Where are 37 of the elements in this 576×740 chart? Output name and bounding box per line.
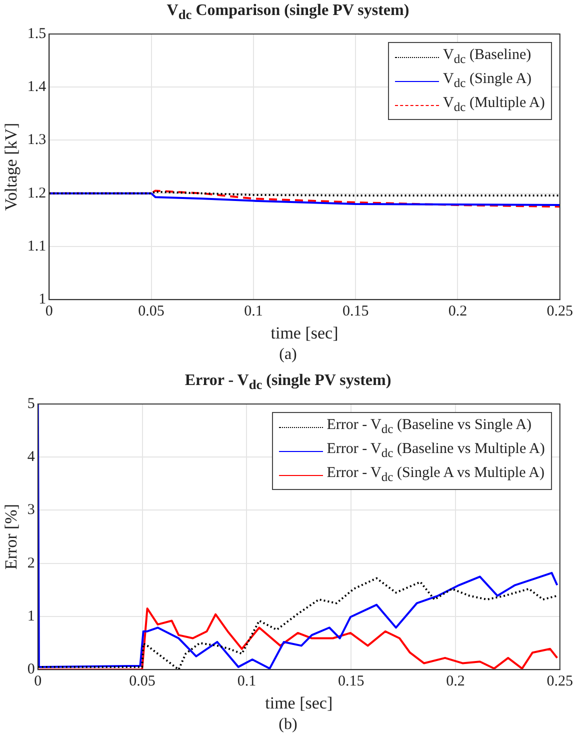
y-tick-label: 4 xyxy=(27,449,36,466)
text: (a) xyxy=(278,346,298,364)
y-tick-label: 0 xyxy=(27,662,35,678)
legend-label: Error - V$_{dc}$ (Baseline vs Single A) xyxy=(326,417,532,437)
x-axis-title: time [sec] xyxy=(265,693,333,712)
y-tick-label: 1.3 xyxy=(27,132,46,148)
y-tick-label: 2 xyxy=(27,555,35,572)
legend-label: V$_{dc}$ (Single A) xyxy=(443,71,532,91)
x-tick-label: 0.25 xyxy=(546,674,573,690)
x-tick-label: 0.15 xyxy=(342,304,369,320)
chart-title: Error - V$_{dc}$ (single PV system) xyxy=(184,372,392,394)
x-tick-label: 0.1 xyxy=(237,674,256,690)
text: (b) xyxy=(278,716,298,734)
x-tick-label: 0.25 xyxy=(546,304,573,320)
y-axis-title: Voltage [kV] xyxy=(2,122,21,211)
y-tick-label: 1 xyxy=(38,292,46,308)
legend-label: V$_{dc}$ (Baseline) xyxy=(443,47,532,67)
legend-label: Error - V$_{dc}$ (Single A vs Multiple A) xyxy=(326,465,544,485)
x-tick-label: 0.2 xyxy=(448,304,468,320)
y-tick-label: 1 xyxy=(27,608,35,624)
legend-label: V$_{dc}$ (Multiple A) xyxy=(443,95,545,115)
legend-label: Error - V$_{dc}$ (Baseline vs Multiple A) xyxy=(326,441,545,461)
chart-title: V$_{dc}$ Comparison (single PV system) xyxy=(166,2,410,24)
y-tick-label: 3 xyxy=(27,502,35,518)
x-tick-label: 0.1 xyxy=(244,304,263,320)
x-axis-title: time [sec] xyxy=(270,323,338,342)
x-tick-label: 0.2 xyxy=(446,674,465,690)
line-series xyxy=(38,577,558,670)
y-tick-label: 5 xyxy=(27,396,35,412)
y-axis-title: Error [%] xyxy=(2,504,21,570)
y-tick-label: 1.1 xyxy=(27,238,46,254)
y-tick-label: 1.5 xyxy=(27,26,46,42)
x-tick-label: 0.15 xyxy=(338,674,364,690)
y-tick-label: 1.2 xyxy=(27,185,46,202)
x-tick-label: 0.05 xyxy=(129,674,156,690)
y-tick-label: 1.4 xyxy=(27,79,47,96)
x-tick-label: 0.05 xyxy=(138,304,164,320)
